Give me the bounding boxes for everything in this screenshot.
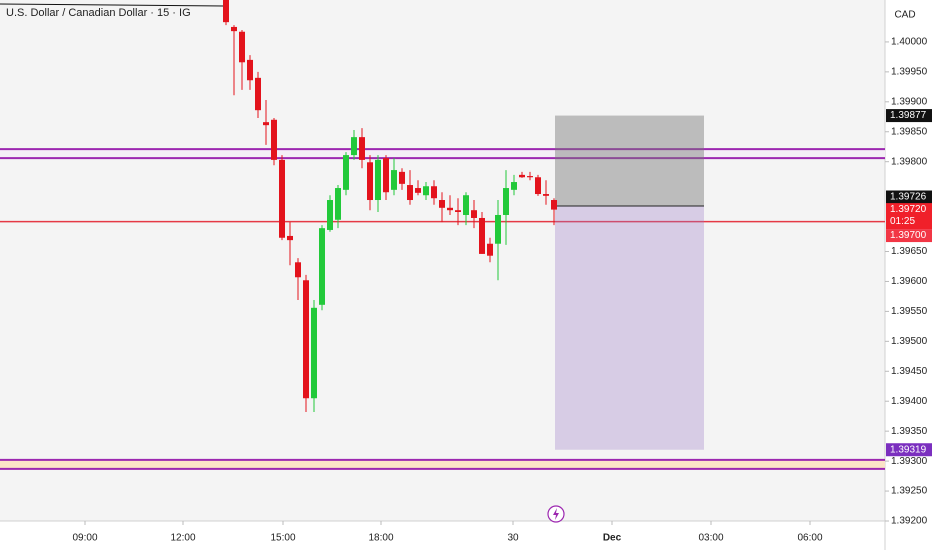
candle-body [399, 171, 405, 184]
x-tick-label: 03:00 [698, 533, 723, 544]
candle-body [503, 188, 509, 215]
candle-body [231, 26, 237, 32]
candle-body [543, 194, 549, 196]
trend-line [0, 3, 225, 7]
price-badge [886, 203, 932, 230]
position-upper [555, 115, 704, 207]
x-tick-label: 12:00 [170, 533, 195, 544]
price-badge-label: 1.39700 [890, 230, 927, 241]
countdown-label: 01:25 [890, 216, 915, 227]
price-badge [886, 190, 932, 204]
event-icon-bolt [553, 508, 559, 520]
candle-body [327, 200, 333, 230]
candle-body [551, 200, 557, 210]
zone [0, 149, 885, 159]
candle-body [343, 155, 349, 190]
candle-body [487, 243, 493, 256]
time-axis-bg [0, 521, 885, 550]
chart-title: U.S. Dollar / Canadian Dollar · 15 · IG [6, 7, 191, 19]
candle-body [303, 280, 309, 399]
candle-body [495, 214, 501, 244]
candle-body [511, 182, 517, 190]
price-badge [886, 229, 932, 243]
plot [0, 0, 885, 470]
y-tick-label: 1.39500 [891, 336, 928, 347]
candle-body [311, 307, 317, 399]
price-badge-label: 1.39726 [890, 192, 927, 203]
price-badge [886, 109, 932, 123]
candle-body [527, 176, 533, 178]
y-tick-label: 1.39300 [891, 456, 928, 467]
candle-body [431, 186, 437, 199]
position-lower [555, 206, 704, 450]
x-tick-label: 06:00 [797, 533, 822, 544]
y-tick-label: 1.39450 [891, 366, 928, 377]
candle-body [439, 200, 445, 208]
y-tick-label: 1.39600 [891, 276, 928, 287]
candle-body [391, 170, 397, 190]
candle-body [479, 217, 485, 254]
price-badge-label: 1.39319 [890, 444, 927, 455]
candle-body [535, 177, 541, 195]
candle-body [423, 186, 429, 196]
y-tick-label: 1.39650 [891, 246, 928, 257]
y-tick-label: 1.39800 [891, 156, 928, 167]
candle-body [383, 158, 389, 193]
candle-body [463, 195, 469, 215]
candle-body [263, 122, 269, 126]
y-tick-label: 1.39900 [891, 96, 928, 107]
candle-body [279, 159, 285, 238]
candle-body [223, 0, 229, 23]
currency-label: CAD [894, 10, 915, 21]
candle-body [295, 262, 301, 278]
price-badge-label: 1.39877 [890, 110, 927, 121]
y-tick-label: 1.39250 [891, 486, 928, 497]
candle-body [519, 174, 525, 178]
candle-body [335, 188, 341, 220]
candle-body [447, 207, 453, 211]
candle-body [351, 137, 357, 156]
candle-body [455, 210, 461, 212]
y-tick-label: 1.39550 [891, 306, 928, 317]
candle-body [239, 31, 245, 63]
candle-body [319, 228, 325, 305]
price-badge-label: 1.39720 [890, 204, 927, 215]
zone [0, 459, 885, 469]
price-axis-bg [885, 0, 932, 550]
x-tick-label: 09:00 [72, 533, 97, 544]
candle-body [255, 77, 261, 111]
candle-body [271, 119, 277, 160]
candle-body [287, 235, 293, 241]
candle-body [471, 210, 477, 218]
y-tick-label: 1.39400 [891, 396, 928, 407]
candle-body [407, 185, 413, 201]
y-tick-label: 1.39200 [891, 516, 928, 527]
candle-body [415, 188, 421, 193]
y-tick-label: 1.39950 [891, 67, 928, 78]
x-tick-label: Dec [603, 533, 622, 544]
candle-body [247, 59, 253, 81]
candle-body [375, 159, 381, 201]
x-tick-label: 18:00 [368, 533, 393, 544]
x-tick-label: 30 [507, 533, 519, 544]
y-tick-label: 1.39850 [891, 126, 928, 137]
y-tick-label: 1.39350 [891, 426, 928, 437]
candle-body [359, 137, 365, 160]
y-tick-label: 1.40000 [891, 37, 928, 48]
x-tick-label: 15:00 [270, 533, 295, 544]
candle-body [367, 162, 373, 201]
price-badge [886, 443, 932, 457]
